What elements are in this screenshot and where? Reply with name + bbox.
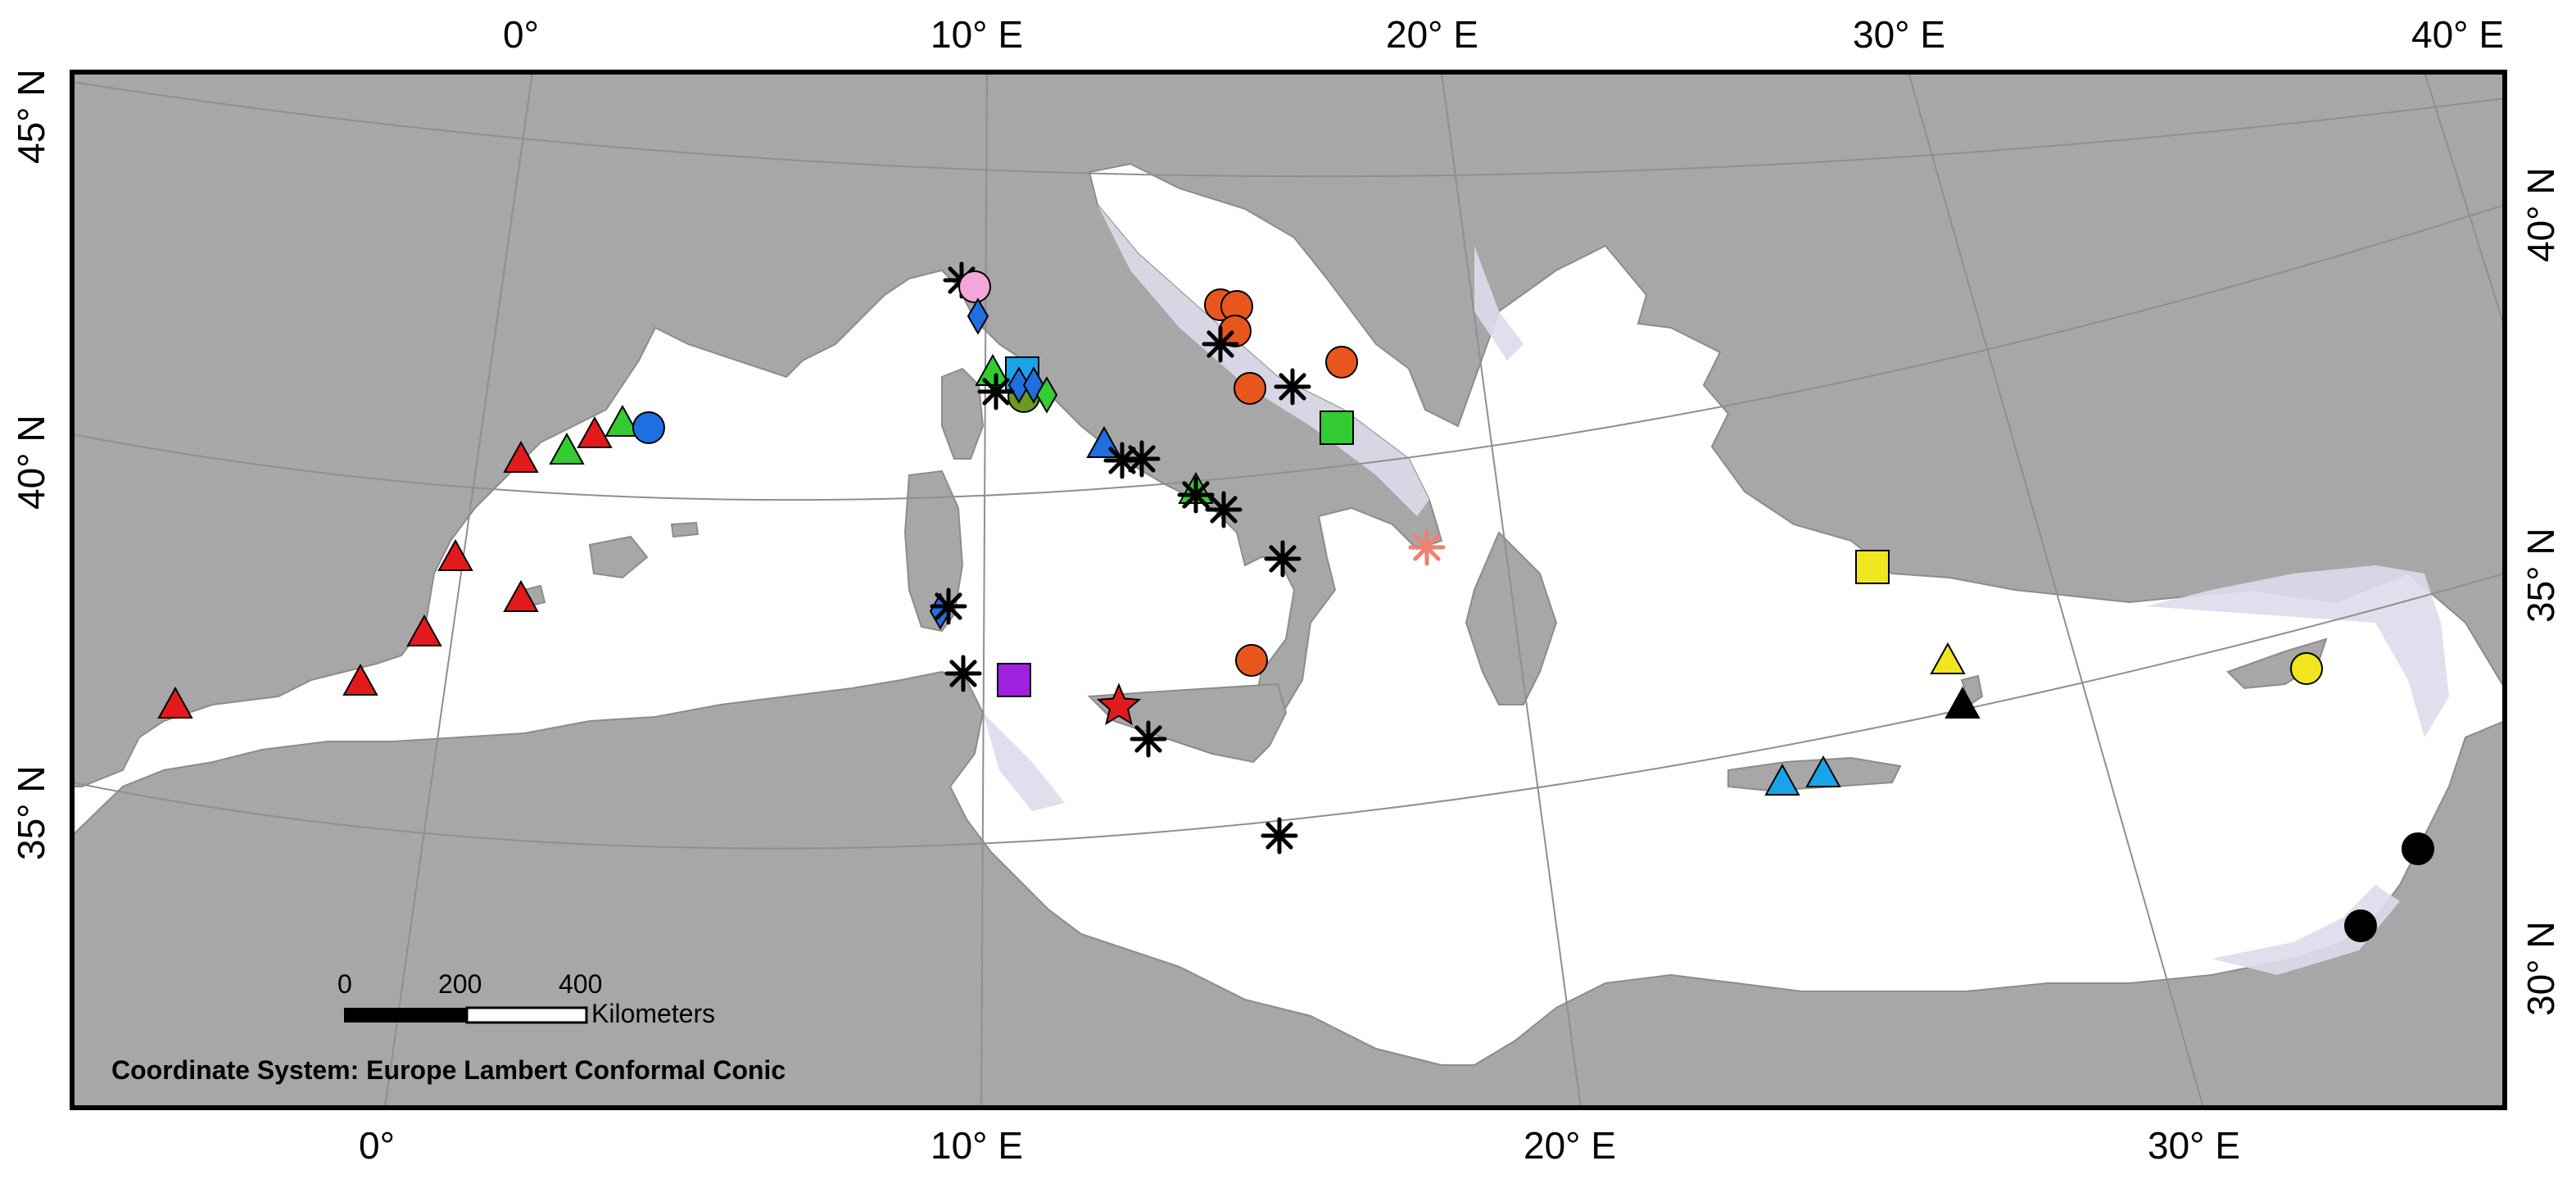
marker-black-asterisk (1123, 440, 1161, 478)
marker-black-asterisk (1274, 368, 1311, 406)
marker-red-triangle (503, 440, 539, 473)
scale-tick-400: 400 (559, 969, 602, 999)
marker-black-circle (2402, 832, 2434, 865)
marker-black-asterisk (1264, 540, 1302, 578)
marker-salmon-asterisk (1408, 528, 1446, 566)
marker-black-asterisk (944, 655, 982, 692)
right-lat-30: 30° N (2519, 921, 2562, 1016)
meridian-20 (1441, 72, 1582, 1108)
scale-bar-white (465, 1006, 588, 1024)
meridian-0 (384, 72, 533, 1108)
marker-green-diamond (1035, 376, 1058, 414)
top-longitude-labels: 0° 10° E 20° E 30° E 40° E (503, 13, 2504, 56)
marker-yellow-circle (2290, 652, 2323, 685)
coordinate-system-label: Coordinate System: Europe Lambert Confor… (111, 1055, 785, 1085)
greece-south (1465, 531, 1558, 705)
parallel-40 (72, 204, 2505, 501)
marker-red-star (1096, 682, 1142, 726)
parallel-45 (72, 81, 2505, 178)
bottom-lon-30: 30° E (2148, 1124, 2240, 1167)
marker-yellow-triangle (1930, 642, 1966, 674)
marker-cyan-triangle (1764, 763, 1800, 796)
marker-black-asterisk (1130, 720, 1167, 758)
marker-black-triangle (1944, 686, 1981, 719)
marker-green-square (1320, 410, 1354, 445)
scale-tick-0: 0 (337, 969, 352, 999)
marker-black-asterisk (1177, 476, 1215, 514)
scale-unit: Kilometers (591, 999, 715, 1028)
meridian-10 (980, 72, 988, 1108)
marker-red-triangle (406, 614, 442, 646)
right-lat-35: 35° N (2519, 528, 2562, 623)
top-lon-30: 30° E (1853, 13, 1945, 56)
top-lon-20: 20° E (1386, 13, 1478, 56)
marker-black-asterisk (977, 373, 1015, 410)
marker-blue-diamond (967, 297, 989, 335)
marker-green-triangle (604, 404, 641, 437)
marker-blue-circle (632, 411, 665, 444)
markers (157, 261, 2434, 942)
marker-black-asterisk (1261, 817, 1298, 855)
marker-yellow-square (1855, 550, 1890, 584)
scale-tick-200: 200 (438, 969, 482, 999)
marker-pink-circle (958, 270, 991, 303)
marker-orange-circle (1234, 372, 1266, 405)
left-lat-40: 40° N (10, 415, 52, 510)
marker-black-asterisk (1202, 325, 1239, 363)
graticule (72, 72, 2505, 1108)
marker-cyan-triangle (1805, 755, 1841, 787)
right-lat-40: 40° N (2519, 167, 2562, 262)
marker-green-triangle (975, 353, 1011, 386)
map-frame (70, 70, 2507, 1110)
top-lon-40: 40° E (2411, 13, 2504, 56)
mallorca (588, 535, 649, 579)
marker-orange-circle (1235, 644, 1268, 677)
menorca (670, 521, 699, 538)
bottom-lon-0: 0° (359, 1124, 395, 1167)
marker-black-asterisk (930, 587, 967, 625)
corsica (941, 367, 985, 460)
marker-red-triangle (503, 579, 539, 612)
marker-red-triangle (157, 686, 193, 719)
meridian-40 (2424, 72, 2505, 329)
marker-black-asterisk (1205, 491, 1243, 528)
bottom-longitude-labels: 0° 10° E 20° E 30° E (359, 1124, 2240, 1167)
marker-blue-diamond (1007, 366, 1030, 404)
marker-green-triangle (549, 432, 585, 465)
left-latitude-labels: 45° N 40° N 35° N (10, 69, 52, 860)
bottom-lon-10: 10° E (930, 1124, 1023, 1167)
scale-bar-black (344, 1008, 467, 1023)
right-latitude-labels: 40° N 35° N 30° N (2519, 167, 2562, 1016)
marker-red-triangle (342, 663, 378, 696)
scale-bar: 0 200 400 Kilometers (337, 969, 715, 1028)
marker-red-triangle (577, 415, 613, 448)
meridian-30 (1908, 72, 2204, 1108)
marker-black-circle (2344, 909, 2377, 942)
left-lat-45: 45° N (10, 69, 52, 164)
marker-red-triangle (437, 538, 473, 571)
bottom-lon-20: 20° E (1523, 1124, 1616, 1167)
top-lon-10: 10° E (930, 13, 1023, 56)
marker-purple-square (997, 663, 1031, 697)
left-lat-35: 35° N (10, 765, 52, 860)
marker-orange-circle (1325, 346, 1358, 379)
parallel-35 (72, 573, 2505, 850)
top-lon-0: 0° (503, 13, 539, 56)
